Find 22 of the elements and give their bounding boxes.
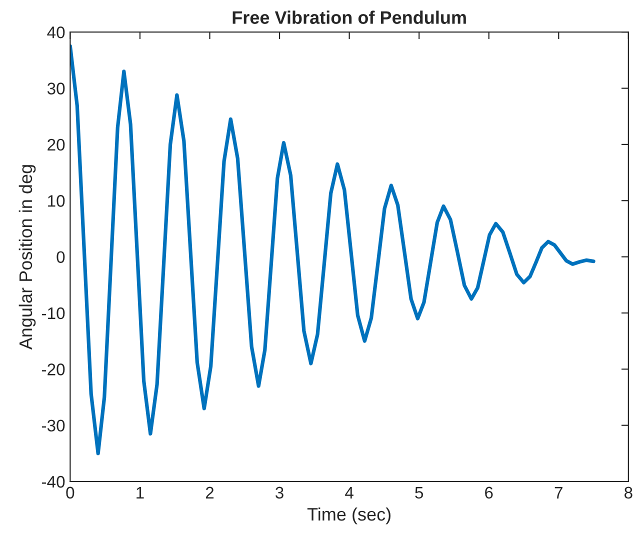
x-tick-label: 0 (66, 486, 74, 499)
y-tick-label: -40 (42, 476, 65, 488)
x-tick-label: 5 (415, 486, 424, 499)
x-tick-label: 7 (554, 486, 562, 498)
y-tick-label: 20 (48, 138, 65, 151)
chart-title: Free Vibration of Pendulum (232, 10, 466, 24)
x-axis-title: Time (sec) (307, 507, 390, 524)
y-tick-label: 10 (48, 195, 65, 207)
x-tick-label: 8 (624, 486, 632, 499)
x-tick-label: 4 (345, 486, 354, 498)
x-tick-label: 3 (276, 486, 284, 499)
y-tick-label: -10 (42, 307, 65, 320)
y-tick-label: 0 (56, 251, 65, 264)
y-axis-title: Angular Position in deg (18, 165, 36, 350)
x-tick-label: 1 (136, 486, 144, 498)
y-tick-label: 40 (47, 26, 65, 38)
y-tick-label: -30 (42, 420, 65, 432)
line-series (70, 44, 596, 456)
x-tick-label: 2 (206, 486, 214, 498)
y-tick-label: 30 (47, 82, 65, 94)
x-tick-label: 6 (485, 486, 493, 499)
y-tick-label: -20 (42, 364, 65, 376)
